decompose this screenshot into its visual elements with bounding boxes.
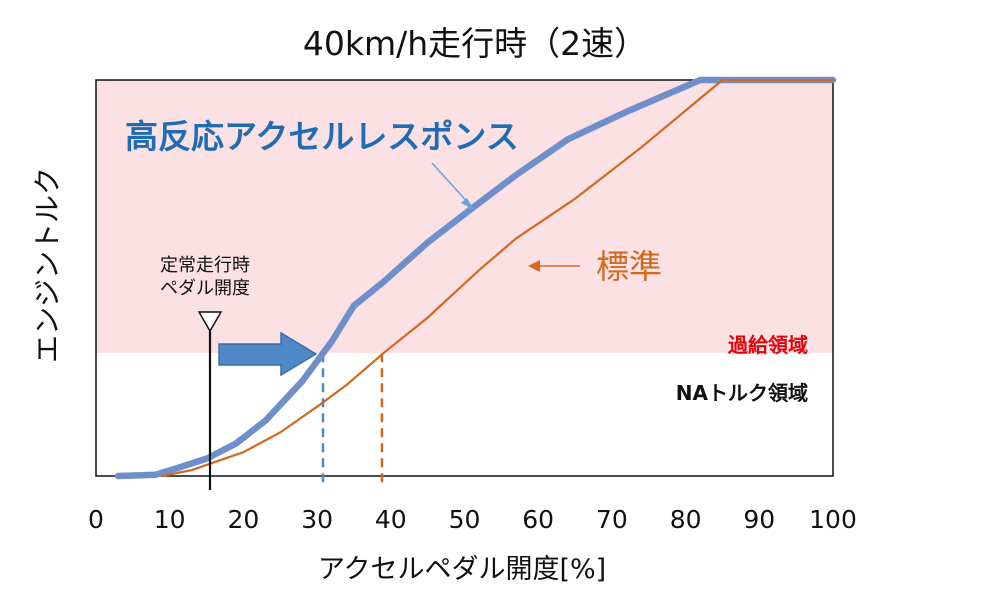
x-tick-label: 10 bbox=[154, 505, 186, 534]
dashed-markers bbox=[321, 353, 384, 488]
series-line-standard bbox=[161, 78, 835, 478]
x-tick-label: 60 bbox=[522, 505, 554, 534]
na-region-label: NAトルク領域 bbox=[676, 381, 808, 405]
x-axis-ticks: 0 10 20 30 40 50 60 70 80 90 100 bbox=[88, 505, 857, 534]
x-tick-label: 90 bbox=[743, 505, 775, 534]
shift-arrow bbox=[218, 331, 318, 377]
y-axis-label: エンジントルク bbox=[31, 167, 64, 363]
boost-region-label: 過給領域 bbox=[728, 333, 808, 357]
series-label-standard: 標準 bbox=[596, 247, 662, 286]
x-tick-label: 80 bbox=[670, 505, 702, 534]
annotation-steady-line1: 定常走行時 bbox=[160, 255, 250, 276]
plot-frame bbox=[95, 79, 834, 477]
annotation-steady-line2: ペダル開度 bbox=[160, 278, 250, 299]
x-tick-label: 0 bbox=[88, 505, 104, 534]
steady-pedal-marker bbox=[197, 311, 223, 490]
callout-arrow-standard bbox=[528, 260, 580, 272]
callout-arrow-high-response bbox=[431, 162, 474, 210]
x-axis-label: アクセルペダル開度[%] bbox=[318, 554, 606, 585]
x-tick-label: 50 bbox=[449, 505, 481, 534]
series-line-high-response bbox=[114, 76, 837, 480]
x-tick-label: 30 bbox=[301, 505, 333, 534]
series-group bbox=[114, 76, 837, 480]
series-label-high-response: 高反応アクセルレスポンス bbox=[125, 117, 519, 156]
x-tick-label: 40 bbox=[375, 505, 407, 534]
x-tick-label: 70 bbox=[596, 505, 628, 534]
x-tick-label: 100 bbox=[809, 505, 857, 534]
x-tick-label: 20 bbox=[227, 505, 259, 534]
chart-title: 40km/h走行時（2速） bbox=[303, 24, 647, 63]
